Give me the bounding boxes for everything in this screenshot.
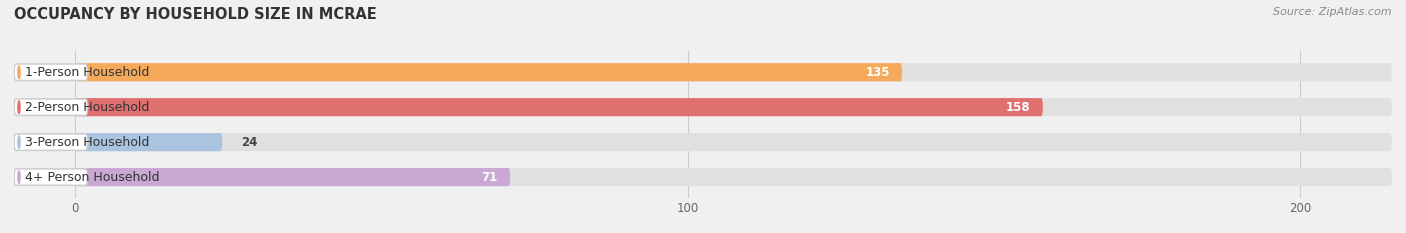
FancyBboxPatch shape bbox=[14, 168, 1392, 186]
Text: 135: 135 bbox=[865, 66, 890, 79]
FancyBboxPatch shape bbox=[14, 98, 1392, 116]
Text: Source: ZipAtlas.com: Source: ZipAtlas.com bbox=[1274, 7, 1392, 17]
Circle shape bbox=[18, 101, 20, 113]
FancyBboxPatch shape bbox=[14, 133, 1392, 151]
Circle shape bbox=[18, 171, 20, 183]
FancyBboxPatch shape bbox=[76, 133, 222, 151]
FancyBboxPatch shape bbox=[14, 63, 1392, 81]
FancyBboxPatch shape bbox=[76, 63, 903, 81]
Circle shape bbox=[18, 66, 20, 79]
Text: 3-Person Household: 3-Person Household bbox=[25, 136, 149, 149]
FancyBboxPatch shape bbox=[76, 168, 510, 186]
Text: OCCUPANCY BY HOUSEHOLD SIZE IN MCRAE: OCCUPANCY BY HOUSEHOLD SIZE IN MCRAE bbox=[14, 7, 377, 22]
Text: 2-Person Household: 2-Person Household bbox=[25, 101, 149, 114]
Text: 1-Person Household: 1-Person Household bbox=[25, 66, 149, 79]
Circle shape bbox=[18, 136, 20, 148]
FancyBboxPatch shape bbox=[14, 99, 87, 115]
FancyBboxPatch shape bbox=[76, 98, 1043, 116]
FancyBboxPatch shape bbox=[14, 169, 87, 185]
Text: 24: 24 bbox=[240, 136, 257, 149]
FancyBboxPatch shape bbox=[14, 64, 87, 80]
Text: 158: 158 bbox=[1007, 101, 1031, 114]
FancyBboxPatch shape bbox=[14, 134, 87, 150]
Text: 71: 71 bbox=[482, 171, 498, 184]
Text: 4+ Person Household: 4+ Person Household bbox=[25, 171, 160, 184]
